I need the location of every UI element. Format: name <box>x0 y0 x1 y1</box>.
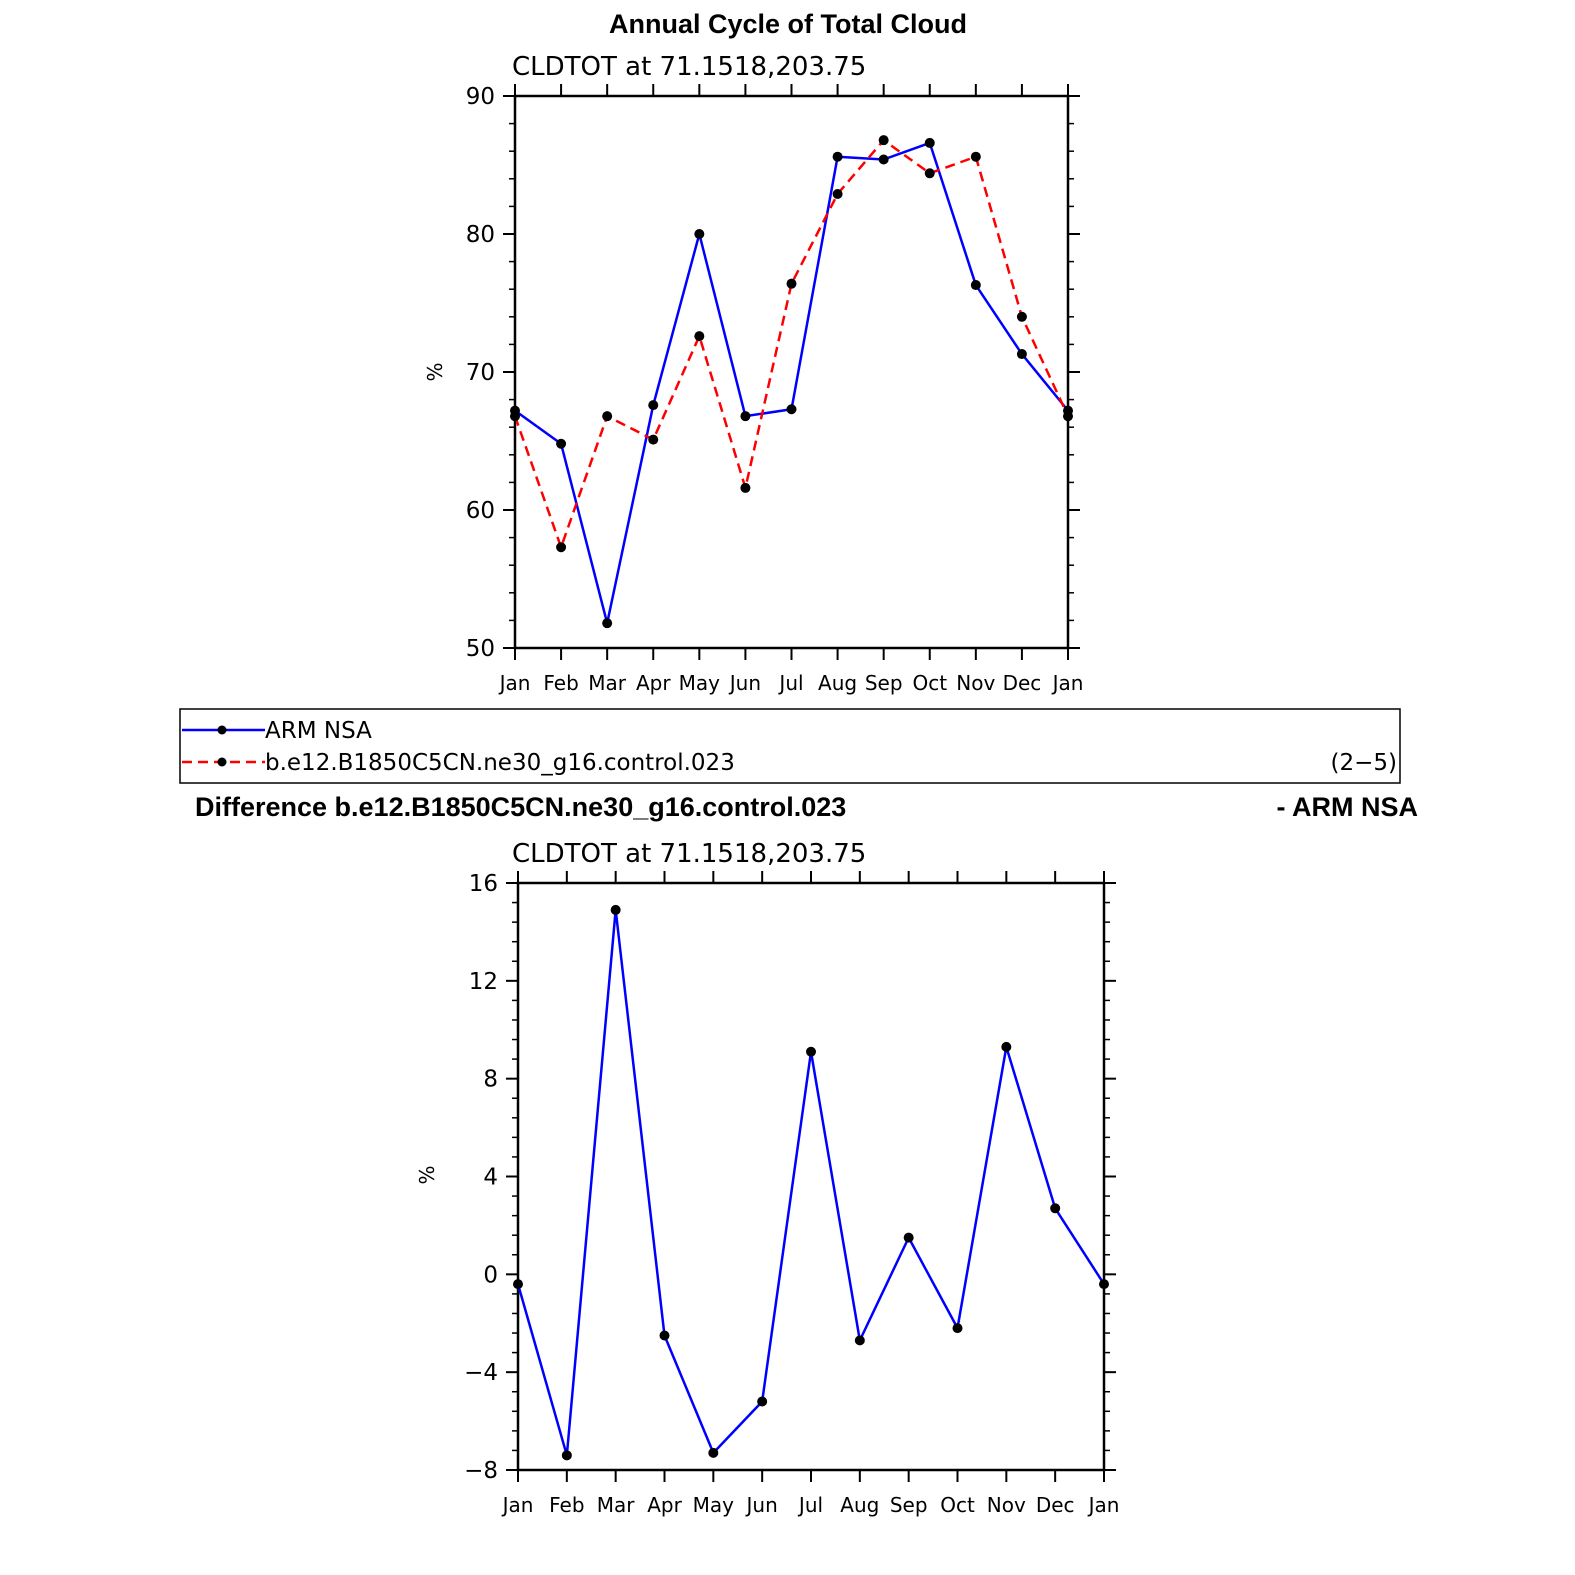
top-series-0-point <box>740 411 751 422</box>
top-series-line-0 <box>514 141 1069 625</box>
legend-label-model: b.e12.B1850C5CN.ne30_g16.control.023 <box>265 750 735 776</box>
bottom-ytick-label: 0 <box>483 1262 498 1288</box>
top-series-1-point <box>832 188 843 199</box>
top-series-1-point <box>786 278 797 289</box>
bottom-chart-ylabel: % <box>415 1165 439 1184</box>
legend-label-arm: ARM NSA <box>265 718 372 744</box>
bottom-xtick-label: Sep <box>890 1493 928 1517</box>
top-plot-frame <box>513 94 1070 650</box>
bottom-series-0-point <box>659 1330 670 1341</box>
bottom-xtick-label: Dec <box>1036 1493 1075 1517</box>
bottom-series-0-point <box>903 1232 914 1243</box>
bottom-ytick-label: 4 <box>483 1165 498 1191</box>
top-ytick-label: 70 <box>466 360 495 386</box>
top-series-0-point <box>648 400 659 411</box>
legend-note: (2−5) <box>1331 750 1397 776</box>
top-series-1-point <box>1016 311 1027 322</box>
bottom-series-0-point <box>561 1450 572 1461</box>
bottom-ytick-label: 8 <box>483 1067 498 1093</box>
top-series-0-point <box>786 404 797 415</box>
bottom-chart-title-right: - ARM NSA <box>1277 792 1419 822</box>
bottom-chart-axes: −8 −4 0 4 8 12 16 Jan Feb Mar Apr May Jun Jul Aug Sep Oc… <box>464 871 1119 1517</box>
bottom-xtick-label: Jan <box>1087 1493 1120 1517</box>
bottom-series-0-point <box>1001 1041 1012 1052</box>
bottom-chart-subtitle: CLDTOT at 71.1518,203.75 <box>512 839 866 869</box>
bottom-xtick-label: Nov <box>987 1493 1026 1517</box>
bottom-xtick-label: Jan <box>501 1493 534 1517</box>
top-ytick-label: 50 <box>466 636 495 662</box>
top-ytick-label: 90 <box>466 84 495 110</box>
bottom-series-0-point <box>757 1396 768 1407</box>
top-xtick-label: Jul <box>777 671 803 695</box>
top-ytick-label: 60 <box>466 498 495 524</box>
bottom-chart-plot <box>513 904 1109 1461</box>
bottom-ytick-label: −8 <box>464 1458 498 1484</box>
bottom-chart-title-left: Difference b.e12.B1850C5CN.ne30_g16.cont… <box>195 792 846 822</box>
top-series-1-point <box>740 482 751 493</box>
bottom-series-0-point <box>1050 1203 1061 1214</box>
top-series-0-point <box>970 280 981 291</box>
bottom-xtick-label: Apr <box>647 1493 682 1517</box>
top-series-0-point <box>878 154 889 165</box>
top-xtick-label: Nov <box>956 671 995 695</box>
top-xtick-label: Oct <box>912 671 947 695</box>
top-series-1-point <box>970 151 981 162</box>
top-series-0-point <box>924 137 935 148</box>
bottom-xtick-label: Feb <box>549 1493 584 1517</box>
top-ytick-label: 80 <box>466 222 495 248</box>
legend: ARM NSA b.e12.B1850C5CN.ne30_g16.control… <box>179 708 1401 784</box>
legend-marker-model <box>217 757 227 767</box>
top-xtick-label: Mar <box>588 671 627 695</box>
top-chart-axes: 50 60 70 80 90 Jan Feb Mar Apr May Jun Jul Aug Sep Oct… <box>466 84 1084 695</box>
top-series-1-point <box>878 135 889 146</box>
bottom-series-0-point <box>610 904 621 915</box>
top-xtick-label: Jun <box>728 671 761 695</box>
bottom-xtick-label: Aug <box>840 1493 879 1517</box>
bottom-series-0-point <box>854 1335 865 1346</box>
top-chart-title: Annual Cycle of Total Cloud <box>609 9 967 39</box>
top-series-0-point <box>694 229 705 239</box>
legend-marker-arm <box>217 725 227 735</box>
top-xtick-label: Aug <box>818 671 857 695</box>
top-series-line-1 <box>513 138 1070 549</box>
top-series-1-point <box>510 411 520 422</box>
bottom-series-0-point <box>708 1447 719 1458</box>
top-xtick-label: Jan <box>1051 671 1084 695</box>
bottom-xtick-label: Oct <box>940 1493 975 1517</box>
bottom-ytick-label: 12 <box>469 969 498 995</box>
top-series-1-point <box>694 331 705 342</box>
bottom-xtick-label: Jul <box>797 1493 823 1517</box>
top-xtick-label: Jan <box>498 671 531 695</box>
bottom-xtick-label: May <box>693 1493 735 1517</box>
legend-frame <box>179 708 1401 784</box>
bottom-xtick-label: Jun <box>745 1493 778 1517</box>
top-series-1-point <box>924 168 935 179</box>
top-series-1-point <box>648 434 659 445</box>
top-chart-subtitle: CLDTOT at 71.1518,203.75 <box>512 52 866 82</box>
top-series-0-point <box>556 438 567 449</box>
top-series-0-point <box>1016 349 1027 360</box>
top-chart-ylabel: % <box>423 362 447 381</box>
top-series-1-point <box>602 411 613 422</box>
top-xtick-label: Dec <box>1003 671 1042 695</box>
bottom-series-0-point <box>952 1323 963 1334</box>
bottom-xtick-label: Mar <box>597 1493 636 1517</box>
bottom-ytick-label: −4 <box>464 1360 498 1386</box>
bottom-plot-frame <box>516 881 1106 1472</box>
bottom-series-0-point <box>806 1046 816 1057</box>
top-series-0-point <box>602 618 613 629</box>
bottom-series-line-0 <box>516 908 1106 1457</box>
top-chart-plot <box>510 135 1073 629</box>
top-series-0-point <box>832 151 843 162</box>
bottom-ytick-label: 16 <box>469 871 498 897</box>
top-xtick-label: Feb <box>543 671 578 695</box>
top-series-1-point <box>1063 411 1073 422</box>
top-xtick-label: May <box>679 671 721 695</box>
top-xtick-label: Sep <box>865 671 903 695</box>
bottom-series-0-point <box>1099 1279 1109 1290</box>
bottom-series-0-point <box>513 1279 523 1290</box>
top-series-1-point <box>556 542 567 553</box>
top-xtick-label: Apr <box>636 671 671 695</box>
